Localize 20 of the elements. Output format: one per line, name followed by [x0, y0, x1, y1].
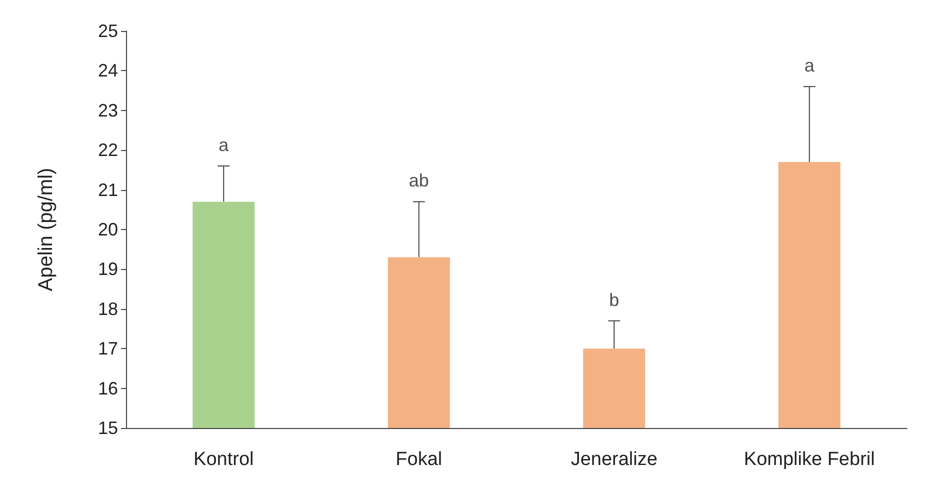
- y-tick-label: 22: [98, 140, 118, 160]
- y-tick-label: 15: [98, 418, 118, 438]
- annotation: a: [804, 56, 816, 76]
- y-tick-label: 25: [98, 21, 118, 41]
- annotation: b: [609, 290, 620, 310]
- y-tick-label: 21: [98, 180, 118, 200]
- x-tick-label: Kontrol: [194, 449, 254, 470]
- y-tick-label: 18: [98, 298, 118, 319]
- x-tick-label: Komplike Febril: [744, 449, 875, 470]
- y-tick-label: 24: [98, 60, 118, 81]
- y-tick-label: 16: [98, 378, 118, 398]
- x-tick-label: Fokal: [396, 449, 442, 470]
- y-tick-label: 19: [98, 259, 118, 280]
- annotation: a: [218, 134, 230, 155]
- y-tick-label: 23: [98, 100, 118, 120]
- x-tick-label: Jeneralize: [570, 449, 658, 470]
- y-axis-title: Apelin (pg/ml): [35, 168, 57, 292]
- y-tick-label: 20: [98, 220, 118, 240]
- y-tick-label: 17: [98, 338, 118, 359]
- annotation: ab: [408, 170, 429, 191]
